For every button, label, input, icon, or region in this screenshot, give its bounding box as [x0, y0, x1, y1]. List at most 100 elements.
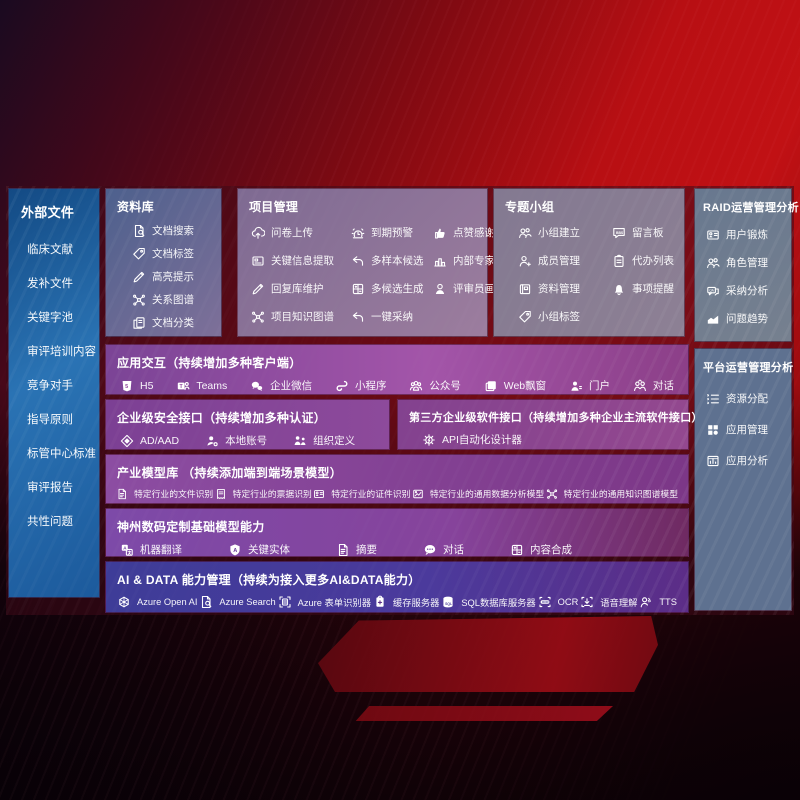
- item-doc-tag[interactable]: 文档标签: [132, 246, 221, 261]
- item-label: 小组建立: [538, 227, 580, 239]
- item-adoption-analysis[interactable]: QA 采纳分析: [706, 283, 791, 298]
- item-sql-server[interactable]: SQL SQL数据库服务器: [441, 595, 536, 609]
- item-summary[interactable]: 摘要: [336, 542, 377, 557]
- item-multi-candidate[interactable]: 多候选生成: [351, 281, 433, 296]
- item-relation-graph[interactable]: 关系图谱: [132, 292, 221, 307]
- item-dialog[interactable]: 对话: [633, 378, 674, 393]
- item-cache-server[interactable]: 缓存服务器: [373, 595, 440, 609]
- multi-candidate-icon: [351, 282, 365, 296]
- reply-maintain-icon: [251, 282, 265, 296]
- item-speech-understanding[interactable]: 语音理解: [580, 595, 637, 609]
- panel-title: 产业模型库 （持续添加端到端场景模型）: [117, 466, 343, 480]
- item-api-designer[interactable]: API自动化设计器: [422, 432, 522, 447]
- item-tts[interactable]: TTS: [639, 595, 677, 609]
- item-label: 应用管理: [726, 424, 768, 436]
- panel-foundation-model-capability: 神州数码定制基础模型能力 A 机器翻译 A 关键实体 摘要 对话 内容合成: [105, 508, 689, 557]
- item-issue-trend[interactable]: 问题趋势: [706, 311, 791, 326]
- item-doc-search[interactable]: 文档搜索: [132, 223, 221, 238]
- item-label: 回复库维护: [271, 283, 324, 295]
- sidebar-item[interactable]: 标管中心标准: [27, 448, 96, 460]
- item-doc-classify[interactable]: 文档分类: [132, 315, 221, 330]
- decorative-red-shape: [318, 616, 658, 692]
- item-multi-sample[interactable]: 多样本候选: [351, 253, 433, 268]
- item-due-alarm[interactable]: 到期预警: [351, 225, 433, 240]
- sidebar-item[interactable]: 共性问题: [27, 516, 73, 528]
- panel-raid-analysis: RAID运营管理分析 用户锻炼 角色管理 QA 采纳分析 问题趋势: [694, 188, 799, 342]
- panel-title: 外部文件: [21, 205, 75, 220]
- item-data-analysis-model[interactable]: 特定行业的通用数据分析模型: [412, 487, 544, 500]
- item-chat[interactable]: 对话: [423, 542, 464, 557]
- item-bbs-board[interactable]: BBS 留言板: [612, 225, 680, 240]
- item-org-define[interactable]: 组织定义: [293, 433, 355, 448]
- sidebar-item[interactable]: 指导原则: [27, 414, 73, 426]
- item-form-recognizer[interactable]: Azure 表单识别器: [278, 595, 371, 609]
- item-material-manage[interactable]: 资料管理: [518, 281, 612, 296]
- item-event-reminder[interactable]: 事项提醒: [612, 281, 680, 296]
- item-file-recognition[interactable]: 特定行业的文件识别: [116, 487, 213, 500]
- item-teams[interactable]: T Teams: [176, 379, 227, 393]
- item-key-info-extract[interactable]: 关键信息提取: [251, 253, 351, 268]
- item-label: 摘要: [356, 544, 377, 556]
- item-key-entity[interactable]: A 关键实体: [228, 542, 290, 557]
- item-label: 文档分类: [152, 317, 194, 329]
- item-app-analysis[interactable]: 应用分析: [706, 453, 791, 468]
- item-user-badge[interactable]: 用户锻炼: [706, 227, 791, 242]
- item-label: 留言板: [632, 227, 664, 239]
- sidebar-item[interactable]: 审评报告: [27, 482, 73, 494]
- sidebar-item[interactable]: 临床文献: [27, 244, 73, 256]
- item-one-click-adopt[interactable]: 一键采纳: [351, 309, 433, 324]
- item-label: 资料管理: [538, 283, 580, 295]
- web-widget-icon: [484, 379, 498, 393]
- teams-icon: T: [176, 379, 190, 393]
- adoption-analysis-icon: QA: [706, 284, 720, 298]
- item-project-graph[interactable]: 项目知识图谱: [251, 309, 351, 324]
- svg-text:5: 5: [125, 384, 128, 390]
- item-ad-aad[interactable]: AD/AAD: [120, 434, 179, 448]
- interaction-items: 5 H5 T Teams 企业微信 小程序 公众号 Web飘窗 门户 对话: [106, 373, 688, 393]
- item-wechat-work[interactable]: 企业微信: [250, 378, 312, 393]
- item-thumbs-up[interactable]: 点赞感谢: [433, 225, 516, 240]
- sidebar-item[interactable]: 关键字池: [27, 312, 73, 324]
- item-label: 用户锻炼: [726, 229, 768, 241]
- item-label: 语音理解: [600, 598, 638, 608]
- item-machine-translation[interactable]: A 机器翻译: [120, 542, 182, 557]
- item-ocr[interactable]: OCR OCR: [538, 595, 579, 609]
- item-local-account[interactable]: 本地账号: [205, 433, 267, 448]
- portal-icon: [569, 379, 583, 393]
- speech-understanding-icon: [580, 595, 594, 609]
- item-mini-program[interactable]: 小程序: [335, 378, 387, 393]
- item-web-widget[interactable]: Web飘窗: [484, 378, 546, 393]
- item-group-tag[interactable]: 小组标签: [518, 309, 612, 324]
- sidebar-item[interactable]: 竞争对手: [27, 380, 73, 392]
- item-receipt-recognition[interactable]: 特定行业的票据识别: [215, 487, 312, 500]
- svg-text:BBS: BBS: [616, 230, 624, 234]
- item-group-create[interactable]: 小组建立: [518, 225, 612, 240]
- item-official-account[interactable]: 公众号: [409, 378, 461, 393]
- item-label: 特定行业的文件识别: [134, 489, 214, 499]
- item-highlight-pen[interactable]: 高亮提示: [132, 269, 221, 284]
- item-knowledge-graph-model[interactable]: 特定行业的通用知识图谱模型: [546, 487, 678, 500]
- item-resource-alloc[interactable]: 资源分配: [706, 391, 791, 406]
- user-badge-icon: [706, 228, 720, 242]
- item-id-recognition[interactable]: 特定行业的证件识别: [313, 487, 410, 500]
- item-portal[interactable]: 门户: [569, 378, 610, 393]
- item-label: 缓存服务器: [392, 598, 440, 608]
- item-cloud-upload[interactable]: 问卷上传: [251, 225, 351, 240]
- sidebar-item[interactable]: 审评培训内容: [27, 346, 96, 358]
- item-label: 小程序: [355, 380, 387, 392]
- item-azure-search[interactable]: Azure Search: [199, 595, 276, 609]
- item-h5[interactable]: 5 H5: [120, 379, 153, 393]
- item-azure-openai[interactable]: Azure Open AI: [117, 595, 197, 609]
- item-content-compose[interactable]: 内容合成: [510, 542, 572, 557]
- item-member-manage[interactable]: 成员管理: [518, 253, 612, 268]
- panel-app-interaction: 应用交互（持续增加多种客户端） 5 H5 T Teams 企业微信 小程序 公众号 Web飘窗…: [105, 344, 689, 395]
- item-role-manage[interactable]: 角色管理: [706, 255, 791, 270]
- item-reply-maintain[interactable]: 回复库维护: [251, 281, 351, 296]
- item-label: OCR: [557, 597, 579, 607]
- item-label: 组织定义: [313, 435, 356, 447]
- item-reviewer-profile[interactable]: 评审员画像: [433, 281, 516, 296]
- sidebar-item[interactable]: 发补文件: [27, 278, 73, 290]
- item-label: 多样本候选: [371, 255, 424, 267]
- item-app-manage[interactable]: 应用管理: [706, 422, 791, 437]
- item-todo-list[interactable]: 代办列表: [612, 253, 680, 268]
